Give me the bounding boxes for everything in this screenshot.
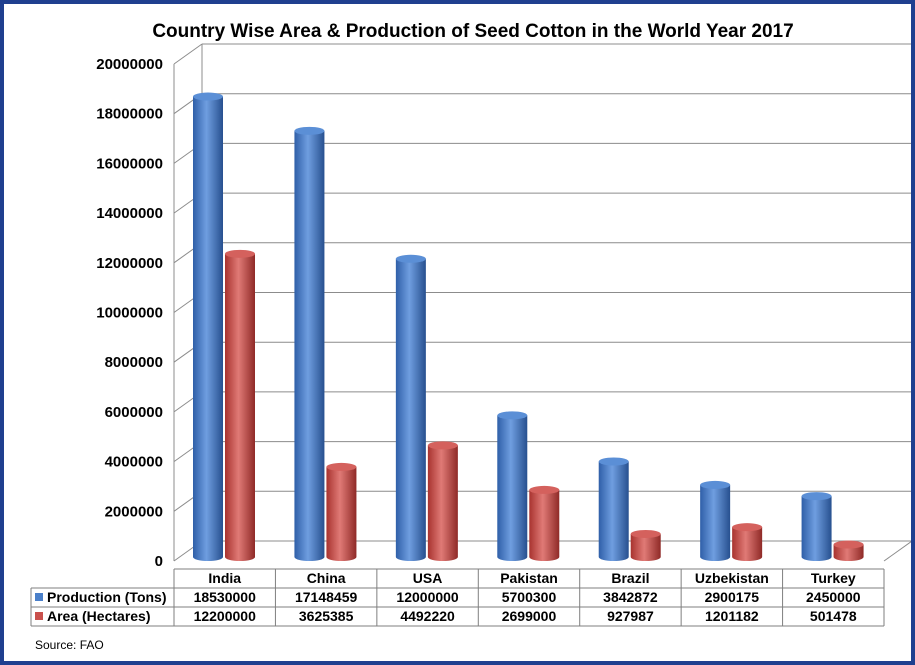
bar-body <box>427 445 458 561</box>
bar-cap <box>833 540 864 549</box>
bar-body <box>630 533 661 561</box>
category-label: Turkey <box>811 570 856 586</box>
data-value-cell: 18530000 <box>194 589 257 605</box>
y-tick-label: 0 <box>155 553 163 570</box>
bar-production-usa <box>395 254 426 561</box>
bar-body <box>193 96 223 561</box>
y-tick-label: 20000000 <box>96 56 163 73</box>
bar-production-brazil <box>598 457 629 561</box>
bar-body <box>225 253 255 561</box>
bar-cap <box>497 411 528 420</box>
bar-body <box>732 527 763 561</box>
data-value-cell: 5700300 <box>502 589 557 605</box>
bar-area-brazil <box>630 529 661 561</box>
bar-production-turkey <box>801 492 832 561</box>
category-label: China <box>307 570 346 586</box>
bar-area-turkey <box>833 540 864 561</box>
category-label: USA <box>413 570 443 586</box>
y-tick-label: 16000000 <box>96 155 163 172</box>
bar-area-usa <box>427 441 458 561</box>
bar-cap <box>529 485 560 494</box>
data-value-cell: 501478 <box>810 608 857 624</box>
y-axis-ticks: 0 2000000 4000000 6000000 8000000 10000000 120… <box>96 56 163 570</box>
bar-body <box>294 130 325 562</box>
data-value-cell: 2699000 <box>502 608 557 624</box>
y-tick-label: 6000000 <box>105 404 163 421</box>
bar-body <box>326 466 357 561</box>
data-value-cell: 3842872 <box>603 589 658 605</box>
data-value-cell: 2900175 <box>705 589 760 605</box>
bar-body <box>529 489 560 561</box>
bar-production-india <box>193 92 223 561</box>
bar-cap <box>630 529 661 538</box>
bar-production-uzbekistan <box>700 480 731 561</box>
bar-cap <box>395 254 426 263</box>
bar-production-pakistan <box>497 411 528 561</box>
bar-body <box>395 258 426 561</box>
y-tick-label: 18000000 <box>96 106 163 123</box>
category-label: India <box>208 570 241 586</box>
y-tick-label: 12000000 <box>96 255 163 272</box>
bar-body <box>598 461 629 561</box>
legend-label: Production (Tons) <box>47 589 167 605</box>
chart-svg: Country Wise Area & Production of Seed C… <box>30 21 911 652</box>
bar-production-china <box>294 126 325 562</box>
y-tick-label: 14000000 <box>96 205 163 222</box>
bar-area-china <box>326 462 357 561</box>
data-value-cell: 17148459 <box>295 589 358 605</box>
bar-cap <box>732 523 763 532</box>
legend-swatch <box>35 593 43 601</box>
bar-area-india <box>225 249 255 561</box>
y-tick-label: 4000000 <box>105 454 163 471</box>
chart-title: Country Wise Area & Production of Seed C… <box>152 21 793 42</box>
bar-cap <box>294 126 325 135</box>
bar-area-uzbekistan <box>732 523 763 561</box>
bar-cap <box>193 92 223 101</box>
category-label: Uzbekistan <box>695 570 769 586</box>
bar-body <box>801 496 832 561</box>
data-value-cell: 12000000 <box>396 589 459 605</box>
data-value-cell: 927987 <box>607 608 654 624</box>
y-tick-label: 8000000 <box>105 354 163 371</box>
legend-swatch <box>35 612 43 620</box>
data-value-cell: 3625385 <box>299 608 354 624</box>
floor-edge <box>883 541 911 562</box>
data-value-cell: 12200000 <box>194 608 257 624</box>
legend-label: Area (Hectares) <box>47 608 151 624</box>
bar-cap <box>427 441 458 450</box>
bars <box>193 92 864 562</box>
grid <box>173 43 911 562</box>
bar-cap <box>700 480 731 489</box>
data-value-cell: 2450000 <box>806 589 861 605</box>
data-value-cell: 1201182 <box>705 608 759 624</box>
data-table: India China USA Pakistan Brazil Uzbekistan Tur… <box>30 568 885 627</box>
bar-cap <box>598 457 629 466</box>
data-value-cell: 4492220 <box>400 608 455 624</box>
bar-body <box>833 544 864 561</box>
bar-cap <box>225 249 255 258</box>
y-tick-label: 10000000 <box>96 305 163 322</box>
bar-area-pakistan <box>529 485 560 561</box>
bar-body <box>497 415 528 561</box>
bar-cap <box>801 492 832 501</box>
bar-cap <box>326 462 357 471</box>
gridline-diagonal <box>173 43 203 65</box>
category-label: Brazil <box>611 570 649 586</box>
y-tick-label: 2000000 <box>105 503 163 520</box>
category-label: Pakistan <box>500 570 558 586</box>
bar-body <box>700 484 731 561</box>
source-note: Source: FAO <box>35 638 104 652</box>
